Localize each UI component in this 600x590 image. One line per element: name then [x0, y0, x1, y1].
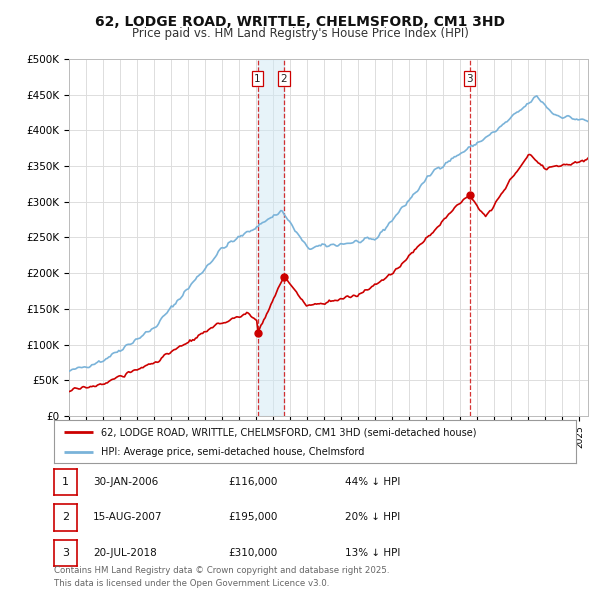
Text: 1: 1	[62, 477, 69, 487]
Text: 30-JAN-2006: 30-JAN-2006	[93, 477, 158, 487]
Text: 3: 3	[466, 74, 473, 84]
Text: Price paid vs. HM Land Registry's House Price Index (HPI): Price paid vs. HM Land Registry's House …	[131, 27, 469, 40]
Text: 2: 2	[62, 513, 69, 522]
Text: 62, LODGE ROAD, WRITTLE, CHELMSFORD, CM1 3HD (semi-detached house): 62, LODGE ROAD, WRITTLE, CHELMSFORD, CM1…	[101, 427, 476, 437]
Text: 20-JUL-2018: 20-JUL-2018	[93, 548, 157, 558]
Text: Contains HM Land Registry data © Crown copyright and database right 2025.
This d: Contains HM Land Registry data © Crown c…	[54, 566, 389, 588]
Text: HPI: Average price, semi-detached house, Chelmsford: HPI: Average price, semi-detached house,…	[101, 447, 364, 457]
Text: 1: 1	[254, 74, 261, 84]
Text: 3: 3	[62, 548, 69, 558]
Text: £310,000: £310,000	[228, 548, 277, 558]
Text: 2: 2	[280, 74, 287, 84]
Text: £116,000: £116,000	[228, 477, 277, 487]
Text: 13% ↓ HPI: 13% ↓ HPI	[345, 548, 400, 558]
Text: 20% ↓ HPI: 20% ↓ HPI	[345, 513, 400, 522]
Text: 15-AUG-2007: 15-AUG-2007	[93, 513, 163, 522]
Bar	[257, 59, 284, 416]
Text: 62, LODGE ROAD, WRITTLE, CHELMSFORD, CM1 3HD: 62, LODGE ROAD, WRITTLE, CHELMSFORD, CM1…	[95, 15, 505, 29]
Text: £195,000: £195,000	[228, 513, 277, 522]
Text: 44% ↓ HPI: 44% ↓ HPI	[345, 477, 400, 487]
